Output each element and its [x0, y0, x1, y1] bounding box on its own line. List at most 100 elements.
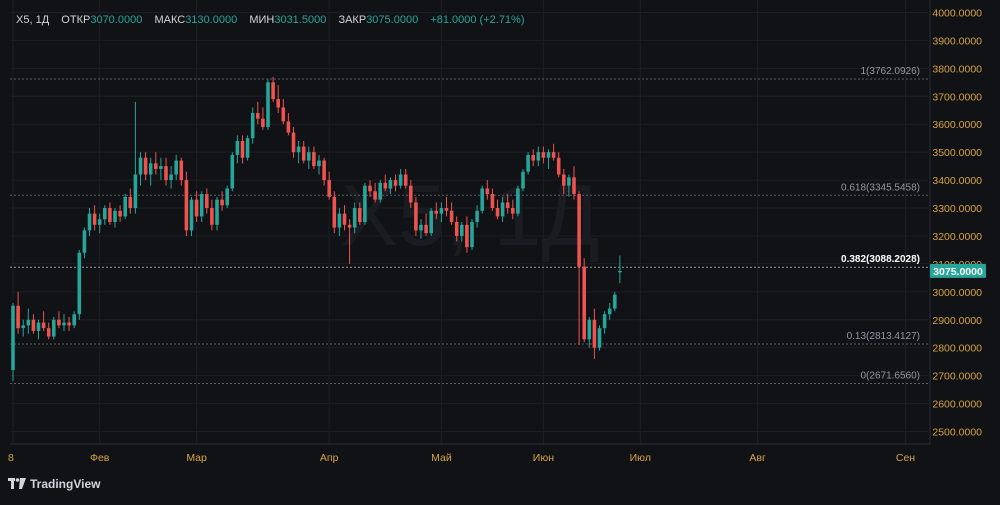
candle[interactable]	[368, 180, 372, 197]
candle[interactable]	[261, 107, 265, 130]
candle[interactable]	[189, 196, 194, 236]
candle[interactable]	[592, 308, 597, 359]
candle[interactable]	[373, 182, 377, 203]
candle[interactable]	[77, 249, 82, 320]
candle[interactable]	[82, 227, 87, 259]
candle[interactable]	[184, 171, 189, 236]
legend-symbol[interactable]: X5	[16, 14, 30, 26]
candle[interactable]	[266, 79, 270, 130]
candle[interactable]	[210, 199, 214, 231]
candle[interactable]	[235, 135, 240, 164]
candle[interactable]	[526, 152, 530, 175]
candle[interactable]	[225, 185, 229, 209]
candle[interactable]	[500, 196, 505, 222]
candle[interactable]	[256, 101, 260, 125]
candle[interactable]	[154, 152, 158, 175]
candle[interactable]	[613, 291, 617, 312]
candle[interactable]	[332, 191, 337, 234]
candle[interactable]	[128, 188, 133, 214]
candle[interactable]	[230, 152, 235, 192]
candle[interactable]	[164, 157, 168, 186]
candle[interactable]	[470, 219, 474, 250]
candle[interactable]	[363, 182, 367, 225]
candle[interactable]	[92, 205, 97, 231]
candle[interactable]	[113, 208, 117, 228]
candle[interactable]	[87, 208, 92, 236]
candle[interactable]	[429, 208, 433, 236]
candle[interactable]	[322, 157, 326, 186]
candle[interactable]	[607, 303, 612, 320]
candle[interactable]	[358, 202, 362, 225]
candle[interactable]	[301, 140, 306, 164]
candle[interactable]	[383, 174, 388, 192]
candle[interactable]	[577, 191, 581, 345]
candle[interactable]	[21, 319, 25, 337]
candle[interactable]	[327, 171, 331, 200]
candle[interactable]	[312, 146, 316, 169]
candle[interactable]	[215, 196, 219, 231]
candle[interactable]	[414, 196, 418, 236]
candle[interactable]	[240, 135, 245, 164]
candle[interactable]	[531, 149, 535, 167]
candle[interactable]	[46, 322, 51, 340]
candle[interactable]	[398, 168, 403, 189]
candle[interactable]	[582, 258, 586, 343]
candle[interactable]	[103, 205, 107, 225]
candle[interactable]	[317, 154, 321, 175]
candle[interactable]	[403, 168, 408, 189]
candle[interactable]	[449, 202, 454, 225]
candle[interactable]	[602, 311, 607, 334]
candle[interactable]	[572, 166, 576, 200]
candle[interactable]	[205, 188, 209, 214]
candle[interactable]	[424, 213, 428, 236]
candle[interactable]	[199, 191, 204, 222]
candle[interactable]	[562, 168, 566, 195]
candle[interactable]	[174, 154, 178, 181]
candle[interactable]	[143, 152, 148, 181]
candle[interactable]	[516, 185, 520, 217]
candle[interactable]	[179, 157, 184, 186]
candle[interactable]	[72, 311, 76, 329]
candle[interactable]	[148, 157, 153, 186]
candle[interactable]	[281, 99, 286, 125]
candle[interactable]	[57, 311, 61, 329]
candle[interactable]	[62, 314, 66, 331]
candle[interactable]	[434, 202, 439, 220]
candle[interactable]	[352, 202, 357, 234]
candle[interactable]	[108, 202, 112, 225]
candle[interactable]	[52, 316, 56, 340]
candle[interactable]	[419, 219, 423, 239]
candle[interactable]	[465, 216, 469, 253]
candle[interactable]	[276, 85, 280, 114]
candle[interactable]	[194, 191, 199, 222]
candle[interactable]	[495, 199, 500, 220]
candle[interactable]	[307, 146, 311, 169]
candle[interactable]	[378, 180, 382, 203]
candle[interactable]	[159, 157, 163, 181]
candle[interactable]	[541, 146, 546, 164]
candle[interactable]	[521, 168, 525, 192]
candle[interactable]	[444, 196, 449, 217]
legend-interval[interactable]: 1Д	[35, 14, 50, 26]
candle[interactable]	[490, 188, 495, 211]
candle[interactable]	[480, 185, 484, 214]
candle[interactable]	[169, 166, 173, 189]
candle[interactable]	[250, 107, 255, 144]
candle[interactable]	[393, 174, 398, 192]
candle[interactable]	[546, 149, 551, 169]
candle[interactable]	[505, 194, 510, 214]
candle[interactable]	[245, 135, 250, 161]
candle[interactable]	[220, 191, 224, 211]
candle[interactable]	[536, 146, 541, 167]
candle[interactable]	[123, 194, 127, 220]
candle[interactable]	[597, 325, 602, 351]
candle[interactable]	[16, 291, 20, 334]
candle[interactable]	[460, 222, 464, 242]
candle[interactable]	[618, 255, 622, 284]
candle[interactable]	[511, 199, 515, 220]
candle[interactable]	[454, 216, 459, 242]
candle[interactable]	[133, 101, 138, 214]
candle[interactable]	[138, 152, 143, 186]
